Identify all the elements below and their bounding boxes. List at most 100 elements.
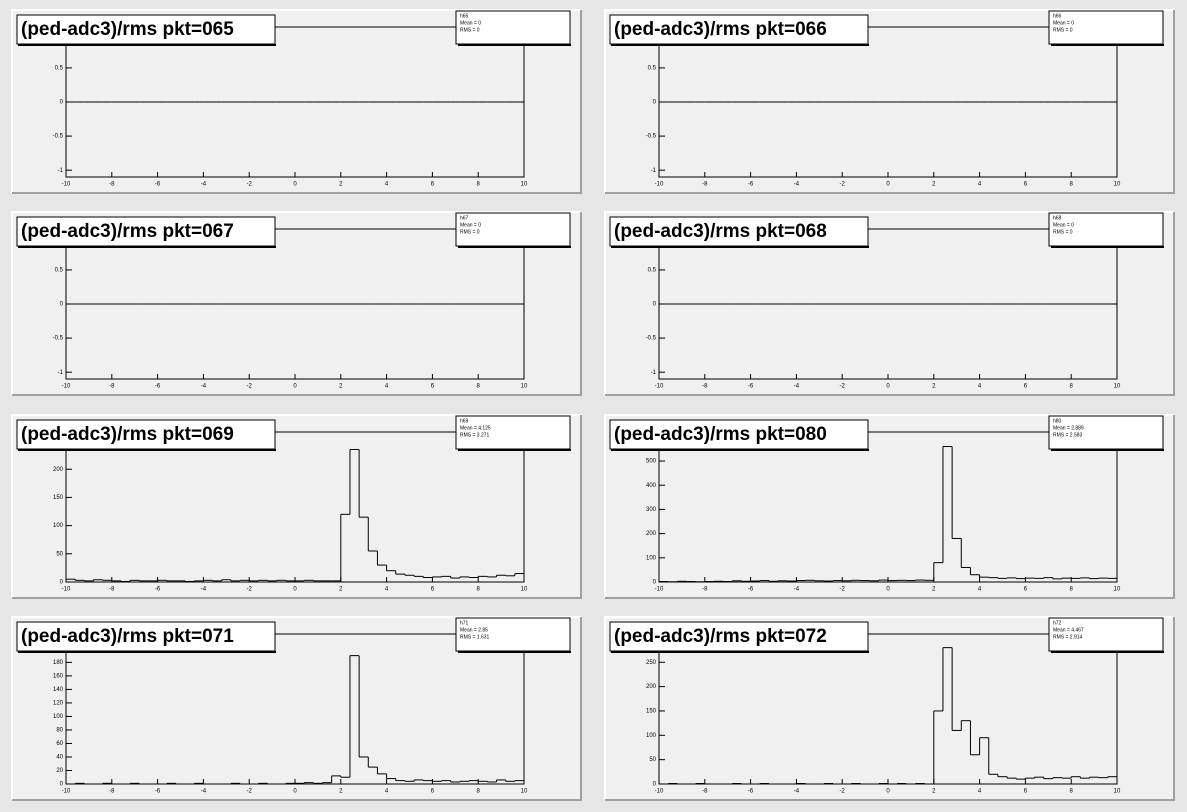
x-tick-label: -8 — [109, 789, 115, 795]
y-tick-label: 0 — [653, 580, 657, 586]
x-tick-label: -8 — [109, 182, 115, 188]
stats-box — [455, 212, 571, 247]
x-tick-label: 2 — [932, 384, 936, 390]
x-tick-label: -6 — [155, 789, 161, 795]
y-tick-label: 150 — [646, 709, 657, 715]
x-tick-label: -2 — [840, 384, 846, 390]
y-tick-label: 50 — [56, 551, 63, 557]
x-tick-label: -8 — [702, 789, 708, 795]
y-tick-label: 400 — [646, 483, 657, 489]
x-tick-label: -6 — [748, 182, 754, 188]
y-tick-label: 250 — [646, 660, 657, 666]
x-tick-label: 0 — [886, 182, 890, 188]
pad: -1-0.500.51-10-8-6-4-20246810(ped-adc3)/… — [11, 9, 582, 194]
title-box — [16, 419, 276, 450]
x-tick-label: 6 — [431, 587, 435, 593]
x-tick-label: -2 — [840, 587, 846, 593]
y-tick-label: 200 — [53, 467, 64, 473]
pad-border-light — [11, 616, 581, 800]
x-tick-label: -8 — [109, 384, 115, 390]
x-tick-label: -4 — [794, 789, 800, 795]
y-tick-label: 120 — [53, 700, 64, 706]
x-tick-label: -10 — [655, 789, 664, 795]
x-tick-label: -6 — [155, 182, 161, 188]
x-tick-label: 10 — [521, 587, 528, 593]
stats-entry: RMS = 0 — [460, 27, 480, 33]
x-tick-label: 2 — [932, 789, 936, 795]
x-tick-label: -6 — [748, 789, 754, 795]
stats-box — [1048, 617, 1164, 652]
stats-entry: RMS = 0 — [1053, 27, 1073, 33]
x-tick-label: -10 — [655, 587, 664, 593]
pad-border-light — [604, 9, 1174, 193]
x-tick-label: 0 — [886, 587, 890, 593]
pad: 0 100 200 300 400 500 -10 -8 -6 -4 -2 0 2 4 6 8 10 (ped-a… — [604, 414, 1175, 599]
x-tick-label: 4 — [978, 182, 982, 188]
pad-border-dark — [605, 212, 1175, 396]
y-tick-label: 100 — [53, 714, 64, 720]
pad: -1-0.500.51-10-8-6-4-20246810(ped-adc3)/… — [604, 211, 1175, 396]
x-tick-label: -10 — [655, 182, 664, 188]
x-tick-label: 10 — [1114, 182, 1121, 188]
y-tick-label: 40 — [56, 755, 63, 761]
x-tick-label: -6 — [748, 587, 754, 593]
x-tick-label: 4 — [978, 789, 982, 795]
x-tick-label: -6 — [155, 587, 161, 593]
pad-border-light — [11, 414, 581, 598]
x-tick-label: 2 — [339, 789, 343, 795]
x-tick-label: -2 — [247, 384, 253, 390]
x-tick-label: 8 — [1070, 587, 1074, 593]
pad-title: (ped-adc3)/rms pkt=072 — [614, 626, 827, 647]
x-tick-label: 8 — [477, 384, 481, 390]
x-tick-label: -10 — [62, 587, 71, 593]
x-tick-label: 10 — [521, 789, 528, 795]
stats-entry: h67 — [460, 215, 469, 221]
stats-box-shadow — [1051, 246, 1164, 248]
x-tick-label: -4 — [794, 587, 800, 593]
x-tick-label: -8 — [109, 587, 115, 593]
y-tick-label: 20 — [56, 768, 63, 774]
stats-entry: Mean = 4.125 — [460, 425, 491, 431]
x-tick-label: 0 — [886, 384, 890, 390]
y-tick-label: -1 — [58, 370, 64, 376]
y-tick-label: 150 — [53, 495, 64, 501]
y-tick-label: -0.5 — [646, 336, 657, 342]
stats-entry: RMS = 2.583 — [1053, 432, 1083, 438]
x-tick-label: 0 — [886, 789, 890, 795]
x-tick-label: 0 — [293, 789, 297, 795]
y-tick-label: 0 — [60, 302, 64, 308]
title-box — [609, 419, 869, 450]
x-tick-label: 10 — [1114, 384, 1121, 390]
pad-border-light — [604, 414, 1174, 598]
pad: 0 20 40 60 80 100 120 140 160 180 -10 -8 -6 -4 -2 0 2 4 6 8… — [11, 616, 582, 801]
title-box — [609, 621, 869, 652]
x-tick-label: 0 — [293, 587, 297, 593]
x-tick-label: -2 — [840, 182, 846, 188]
pad-title: (ped-adc3)/rms pkt=071 — [21, 626, 234, 647]
x-tick-label: 8 — [1070, 384, 1074, 390]
x-tick-label: 10 — [1114, 789, 1121, 795]
x-tick-label: 4 — [978, 384, 982, 390]
stats-entry: RMS = 1.631 — [460, 634, 490, 640]
y-tick-label: -0.5 — [53, 134, 64, 140]
x-tick-label: -10 — [62, 789, 71, 795]
pad-border-dark — [605, 617, 1175, 801]
stats-entry: h66 — [1053, 13, 1062, 19]
x-tick-label: -4 — [201, 789, 207, 795]
pad-border-dark — [12, 617, 582, 801]
stats-entry: Mean = 0 — [1053, 222, 1074, 228]
y-tick-label: -1 — [651, 168, 657, 174]
stats-box-shadow — [1051, 449, 1164, 451]
stats-entry: RMS = 2.914 — [1053, 634, 1083, 640]
x-tick-label: -10 — [62, 182, 71, 188]
x-tick-label: 6 — [431, 182, 435, 188]
pad: -1-0.500.51-10-8-6-4-20246810(ped-adc3)/… — [604, 9, 1175, 194]
x-tick-label: 4 — [385, 789, 389, 795]
y-tick-label: 100 — [646, 555, 657, 561]
x-tick-label: 2 — [339, 384, 343, 390]
stats-box-shadow — [1051, 651, 1164, 653]
stats-entry: h71 — [460, 620, 469, 626]
x-tick-label: 6 — [1024, 789, 1028, 795]
x-tick-label: 8 — [477, 789, 481, 795]
stats-entry: h69 — [460, 418, 469, 424]
